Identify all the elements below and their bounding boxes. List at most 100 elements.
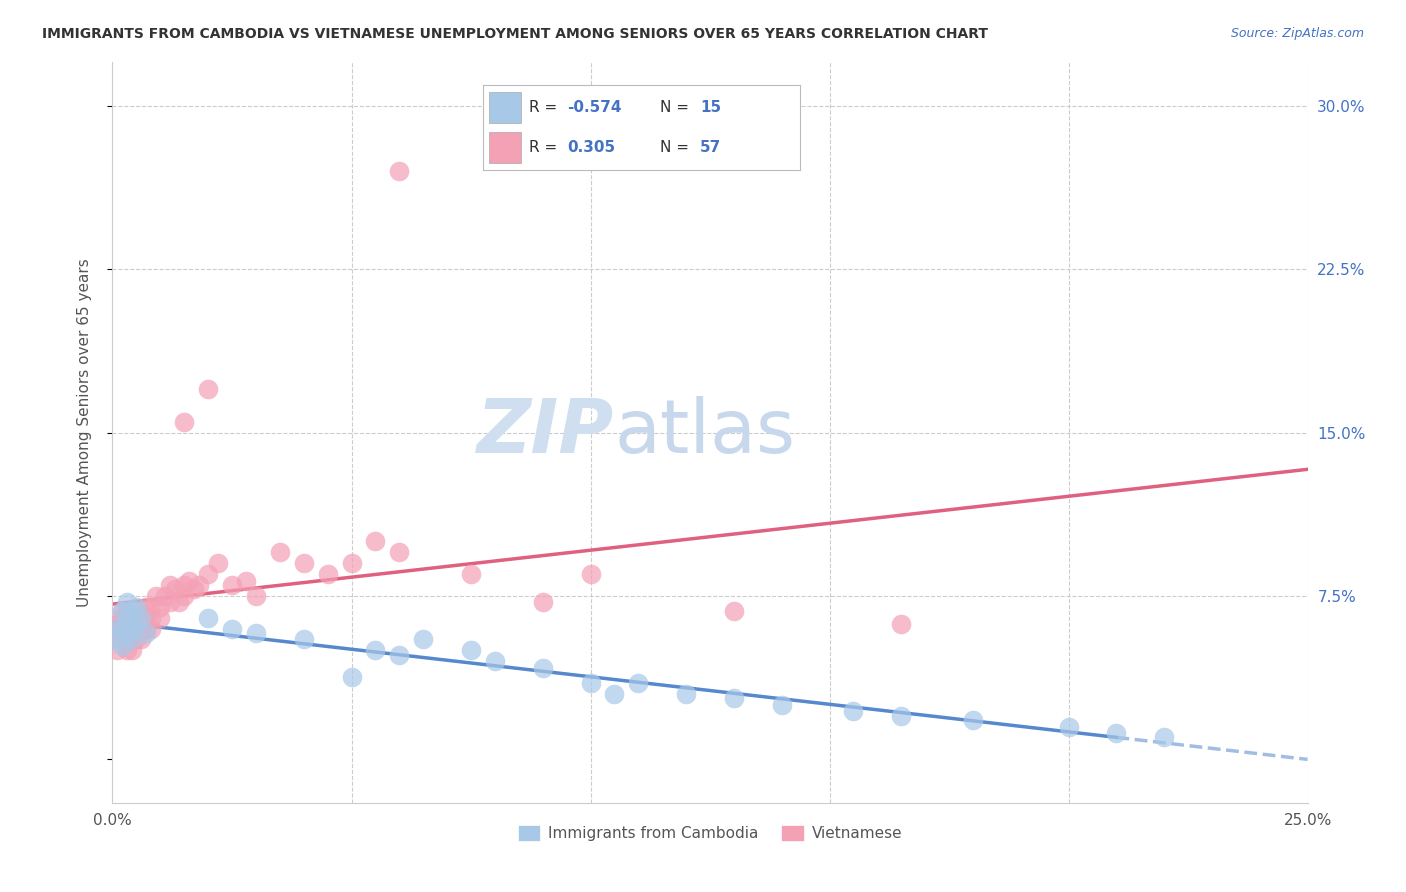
Point	[111, 611, 134, 625]
Point	[187, 578, 209, 592]
Point	[173, 415, 195, 429]
Point	[388, 648, 411, 662]
Point	[111, 632, 134, 647]
Point	[121, 622, 143, 636]
Point	[121, 604, 143, 618]
Point	[890, 617, 912, 632]
Point	[105, 626, 128, 640]
Point	[484, 654, 506, 668]
Point	[105, 643, 128, 657]
Point	[531, 595, 554, 609]
Point	[460, 567, 482, 582]
Text: Source: ZipAtlas.com: Source: ZipAtlas.com	[1230, 27, 1364, 40]
Point	[115, 632, 138, 647]
Point	[316, 567, 339, 582]
Point	[135, 622, 157, 636]
Point	[129, 632, 152, 647]
Point	[121, 611, 143, 625]
Y-axis label: Unemployment Among Seniors over 65 years: Unemployment Among Seniors over 65 years	[77, 259, 91, 607]
Point	[221, 622, 243, 636]
Point	[388, 164, 411, 178]
Point	[121, 622, 143, 636]
Point	[115, 626, 138, 640]
Point	[111, 639, 134, 653]
Point	[197, 382, 219, 396]
Point	[269, 545, 291, 559]
Point	[139, 599, 162, 614]
Point	[115, 626, 138, 640]
Point	[129, 611, 152, 625]
Point	[842, 704, 865, 718]
Point	[153, 589, 176, 603]
Point	[111, 622, 134, 636]
Point	[139, 611, 162, 625]
Point	[531, 661, 554, 675]
Point	[105, 632, 128, 647]
Point	[177, 574, 200, 588]
Point	[364, 643, 387, 657]
Point	[125, 622, 148, 636]
Point	[197, 567, 219, 582]
Point	[675, 687, 697, 701]
Point	[235, 574, 257, 588]
Point	[125, 599, 148, 614]
Point	[1153, 731, 1175, 745]
Point	[115, 595, 138, 609]
Point	[340, 669, 363, 683]
Point	[292, 632, 315, 647]
Point	[139, 622, 162, 636]
Point	[627, 676, 650, 690]
Point	[388, 545, 411, 559]
Point	[197, 611, 219, 625]
Point	[149, 611, 172, 625]
Point	[245, 589, 267, 603]
Point	[105, 622, 128, 636]
Point	[135, 599, 157, 614]
Point	[105, 617, 128, 632]
Point	[169, 595, 191, 609]
Point	[111, 604, 134, 618]
Point	[121, 632, 143, 647]
Point	[129, 622, 152, 636]
Point	[962, 713, 984, 727]
Point	[173, 589, 195, 603]
Point	[173, 578, 195, 592]
Text: atlas: atlas	[614, 396, 796, 469]
Point	[145, 589, 167, 603]
Point	[603, 687, 626, 701]
Point	[125, 611, 148, 625]
Point	[183, 582, 205, 597]
Point	[890, 708, 912, 723]
Text: IMMIGRANTS FROM CAMBODIA VS VIETNAMESE UNEMPLOYMENT AMONG SENIORS OVER 65 YEARS : IMMIGRANTS FROM CAMBODIA VS VIETNAMESE U…	[42, 27, 988, 41]
Point	[149, 599, 172, 614]
Point	[125, 617, 148, 632]
Point	[121, 643, 143, 657]
Point	[723, 604, 745, 618]
Point	[245, 626, 267, 640]
Point	[412, 632, 434, 647]
Point	[115, 611, 138, 625]
Point	[111, 622, 134, 636]
Point	[340, 556, 363, 570]
Point	[111, 604, 134, 618]
Point	[460, 643, 482, 657]
Point	[115, 604, 138, 618]
Point	[135, 611, 157, 625]
Point	[723, 691, 745, 706]
Point	[364, 534, 387, 549]
Point	[1057, 720, 1080, 734]
Point	[125, 632, 148, 647]
Point	[115, 643, 138, 657]
Point	[163, 582, 186, 597]
Point	[1105, 726, 1128, 740]
Legend: Immigrants from Cambodia, Vietnamese: Immigrants from Cambodia, Vietnamese	[512, 819, 908, 847]
Point	[135, 626, 157, 640]
Text: ZIP: ZIP	[477, 396, 614, 469]
Point	[159, 595, 181, 609]
Point	[770, 698, 793, 712]
Point	[159, 578, 181, 592]
Point	[292, 556, 315, 570]
Point	[221, 578, 243, 592]
Point	[121, 632, 143, 647]
Point	[579, 567, 602, 582]
